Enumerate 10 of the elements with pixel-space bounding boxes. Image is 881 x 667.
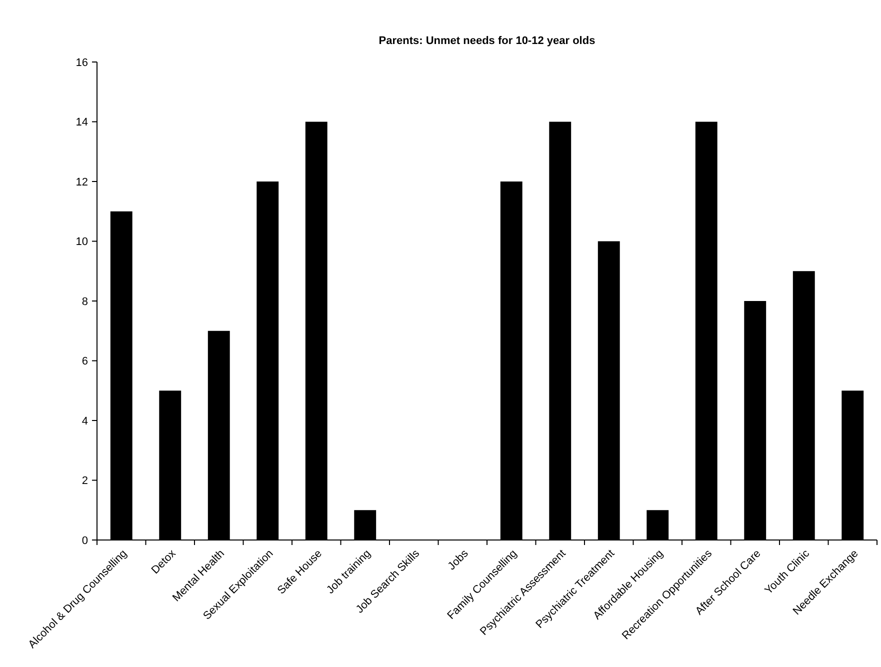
y-tick-label: 0 [82,534,88,547]
chart-title: Parents: Unmet needs for 10-12 year olds [378,35,596,47]
y-tick-label: 16 [76,56,88,69]
y-tick-label: 10 [76,236,88,248]
y-tick-label: 12 [76,176,88,188]
y-tick-label: 14 [76,116,88,129]
y-tick-label: 6 [82,356,88,368]
y-tick-label: 8 [82,296,88,308]
y-tick-label: 2 [82,475,88,488]
y-tick-label: 4 [82,415,88,428]
